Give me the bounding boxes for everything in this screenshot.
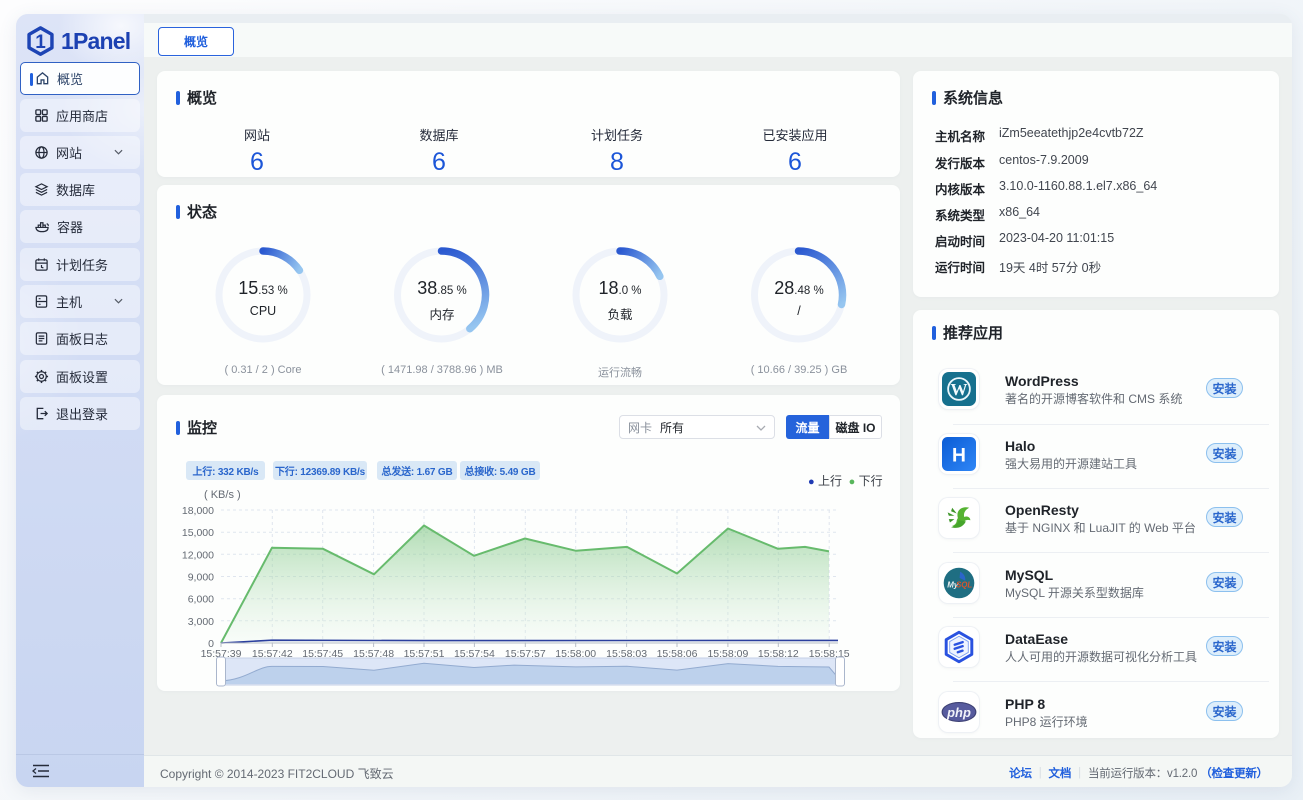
svg-text:15:57:42: 15:57:42	[252, 648, 293, 660]
svg-text:15:57:39: 15:57:39	[201, 648, 242, 660]
svg-text:9,000: 9,000	[188, 572, 214, 584]
svg-text:( KB/s ): ( KB/s )	[204, 489, 241, 501]
svg-text:6,000: 6,000	[188, 594, 214, 606]
svg-text:15:57:51: 15:57:51	[404, 648, 445, 660]
svg-text:0: 0	[208, 638, 214, 650]
svg-text:12,000: 12,000	[182, 549, 214, 561]
svg-text:15:57:48: 15:57:48	[353, 648, 394, 660]
svg-text:php: php	[946, 705, 971, 720]
svg-text:15:58:09: 15:58:09	[707, 648, 748, 660]
svg-text:15:57:45: 15:57:45	[302, 648, 343, 660]
svg-text:My: My	[947, 581, 959, 590]
svg-text:15:58:03: 15:58:03	[606, 648, 647, 660]
svg-text:15:58:00: 15:58:00	[555, 648, 596, 660]
svg-text:15:58:12: 15:58:12	[758, 648, 799, 660]
svg-text:18,000: 18,000	[182, 505, 214, 517]
svg-text:15,000: 15,000	[182, 527, 214, 539]
svg-text:3,000: 3,000	[188, 616, 214, 628]
svg-text:W: W	[951, 380, 968, 399]
svg-text:H: H	[952, 445, 966, 466]
svg-text:15:57:57: 15:57:57	[505, 648, 546, 660]
svg-text:15:58:06: 15:58:06	[657, 648, 698, 660]
svg-text:15:57:54: 15:57:54	[454, 648, 495, 660]
svg-text:SQL: SQL	[956, 581, 972, 590]
svg-text:1: 1	[35, 31, 46, 52]
